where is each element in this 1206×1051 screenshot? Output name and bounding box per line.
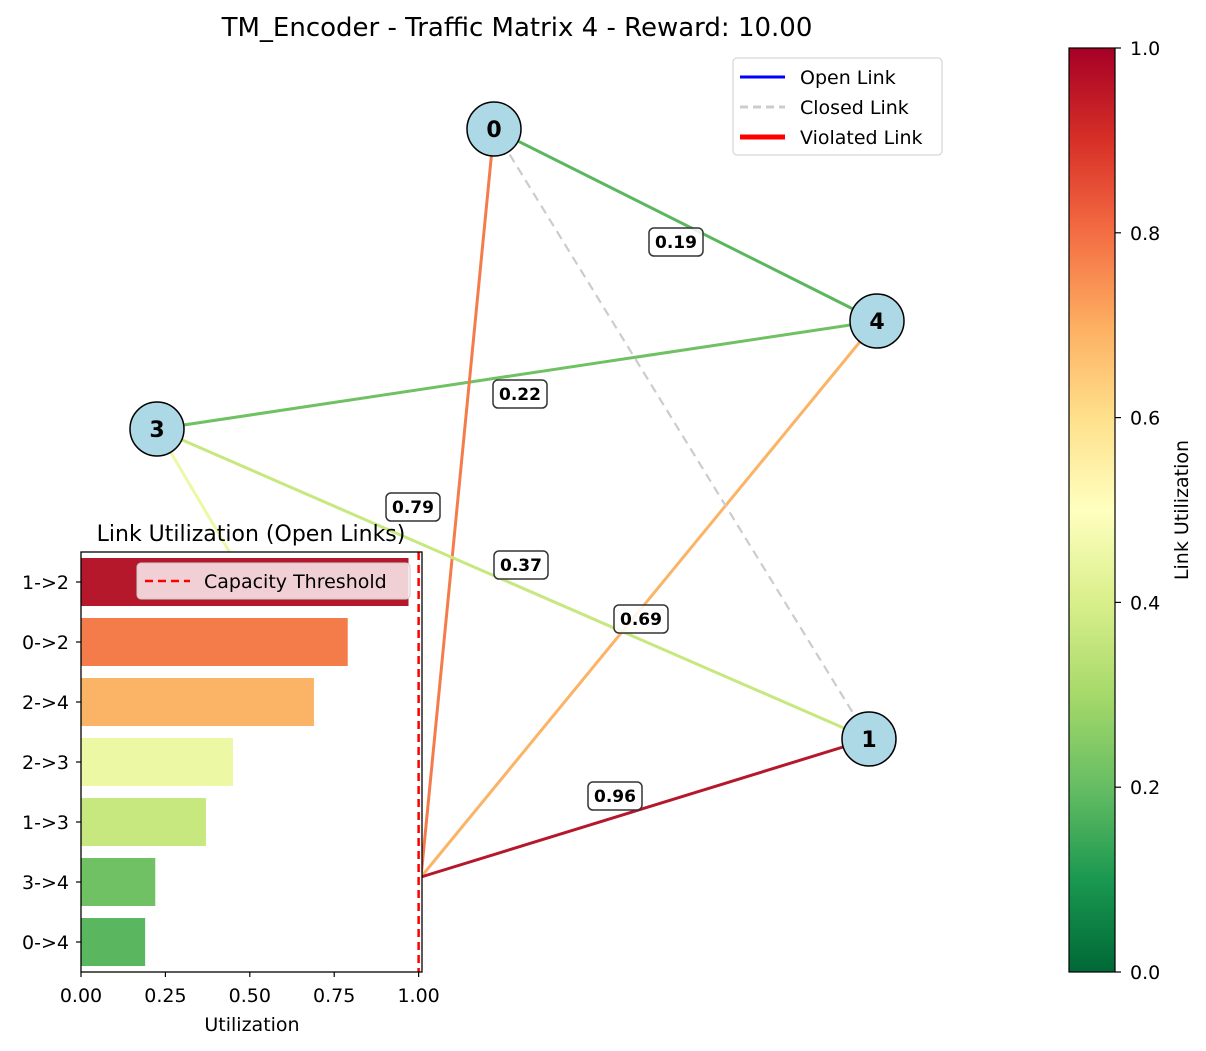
svg-text:3: 3 [149,418,164,443]
network-legend: Open Link Closed Link Violated Link [732,57,943,156]
edge-0-4 [493,127,878,323]
node-4: 4 [849,293,905,349]
svg-text:0.19: 0.19 [655,233,697,253]
legend-label-violated: Violated Link [800,127,923,149]
colorbar-ticks: 0.0 0.2 0.4 0.6 0.8 1.0 [1115,38,1160,984]
edge-1-3 [156,427,870,741]
inset-legend-label: Capacity Threshold [204,571,387,593]
bar-1-to-3 [81,798,206,846]
svg-text:1: 1 [861,728,876,753]
edge-label-1-2: 0.96 [587,781,643,811]
y-tick-label: 1->2 [22,572,69,594]
y-tick-label: 0->4 [22,932,69,954]
edge-labels: 0.19 0.22 0.79 0.37 0.69 0.96 [385,227,704,811]
y-tick-label: 0->2 [22,632,69,654]
svg-text:0.79: 0.79 [392,498,434,518]
inset-legend: Capacity Threshold [136,562,411,600]
x-tick-label: 1.00 [397,985,439,1007]
edge-label-3-4: 0.22 [492,379,548,409]
colorbar-tick-label: 0.8 [1130,223,1160,245]
colorbar-tick-label: 0.2 [1130,777,1160,799]
legend-label-closed: Closed Link [800,97,909,119]
inset-x-axis-label: Utilization [204,1014,299,1036]
svg-text:0.69: 0.69 [620,610,662,630]
legend-label-open: Open Link [800,67,896,89]
bar-3-to-4 [81,858,156,906]
edge-label-0-2: 0.79 [385,492,441,522]
y-tick-label: 2->3 [22,752,69,774]
colorbar-tick-label: 0.0 [1130,962,1160,984]
inset-bar-chart: Link Utilization (Open Links) 0.00 0.25 0.… [22,522,440,1036]
edge-0-2 [419,128,496,878]
svg-text:4: 4 [869,310,884,335]
svg-text:0.96: 0.96 [594,787,636,807]
bar-2-to-3 [81,738,233,786]
colorbar-tick-label: 1.0 [1130,38,1160,60]
x-tick-label: 0.25 [144,985,186,1007]
edge-1-2 [420,737,870,879]
edge-label-0-4: 0.19 [648,227,704,257]
x-tick-label: 0.50 [229,985,271,1007]
bar-2-to-4 [81,678,314,726]
node-3: 3 [129,401,185,457]
edge-0-1 [493,128,870,740]
svg-text:0: 0 [486,118,501,143]
colorbar-gradient [1068,47,1116,973]
colorbar: 0.0 0.2 0.4 0.6 0.8 1.0 Link Utilization [1068,38,1193,984]
x-axis-ticks: 0.00 0.25 0.50 0.75 1.00 [60,972,440,1007]
edge-label-2-4: 0.69 [613,604,669,634]
node-1: 1 [841,711,897,767]
y-tick-label: 3->4 [22,872,69,894]
network-nodes: 0 1 3 4 [129,101,905,767]
edge-label-1-3: 0.37 [493,550,549,580]
inset-title: Link Utilization (Open Links) [97,522,406,547]
y-tick-label: 2->4 [22,692,69,714]
bar-0-to-2 [81,618,348,666]
edge-3-4 [156,319,878,431]
x-tick-label: 0.75 [313,985,355,1007]
x-tick-label: 0.00 [60,985,102,1007]
y-tick-label: 1->3 [22,812,69,834]
edge-2-4 [419,320,879,878]
node-0: 0 [466,101,522,157]
colorbar-tick-label: 0.4 [1130,592,1160,614]
y-axis-ticks: 1->2 0->2 2->4 2->3 1->3 3->4 0->4 [22,572,81,954]
inset-frame [80,551,423,973]
chart-title: TM_Encoder - Traffic Matrix 4 - Reward: … [221,13,813,43]
svg-text:0.37: 0.37 [500,556,542,576]
svg-text:0.22: 0.22 [499,385,541,405]
colorbar-tick-label: 0.6 [1130,408,1160,430]
bar-0-to-4 [81,918,146,966]
colorbar-label: Link Utilization [1171,440,1193,580]
